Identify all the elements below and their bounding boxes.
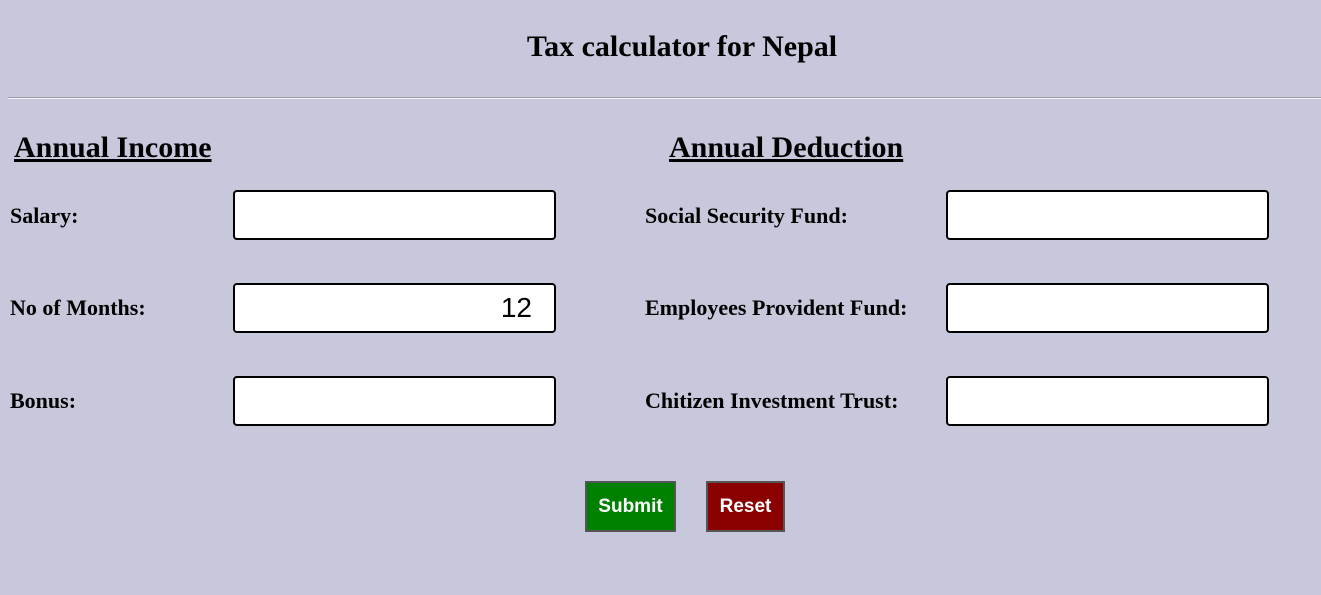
social-security-fund-label: Social Security Fund: (645, 203, 848, 228)
annual-income-heading: Annual Income (14, 131, 212, 164)
salary-input[interactable] (233, 190, 556, 240)
provident-fund-label: Employees Provident Fund: (645, 295, 908, 320)
bonus-label: Bonus: (10, 388, 77, 413)
investment-trust-input[interactable] (946, 376, 1269, 426)
provident-fund-input[interactable] (946, 283, 1269, 333)
social-security-fund-input[interactable] (946, 190, 1269, 240)
page-title: Tax calculator for Nepal (526, 30, 838, 63)
months-input[interactable] (233, 283, 556, 333)
annual-deduction-heading: Annual Deduction (669, 131, 904, 164)
reset-button[interactable]: Reset (706, 481, 785, 532)
bonus-input[interactable] (233, 376, 556, 426)
header-divider (8, 97, 1321, 99)
salary-label: Salary: (10, 203, 79, 228)
submit-button[interactable]: Submit (585, 481, 676, 532)
investment-trust-label: Chitizen Investment Trust: (645, 388, 899, 413)
months-label: No of Months: (10, 295, 146, 320)
